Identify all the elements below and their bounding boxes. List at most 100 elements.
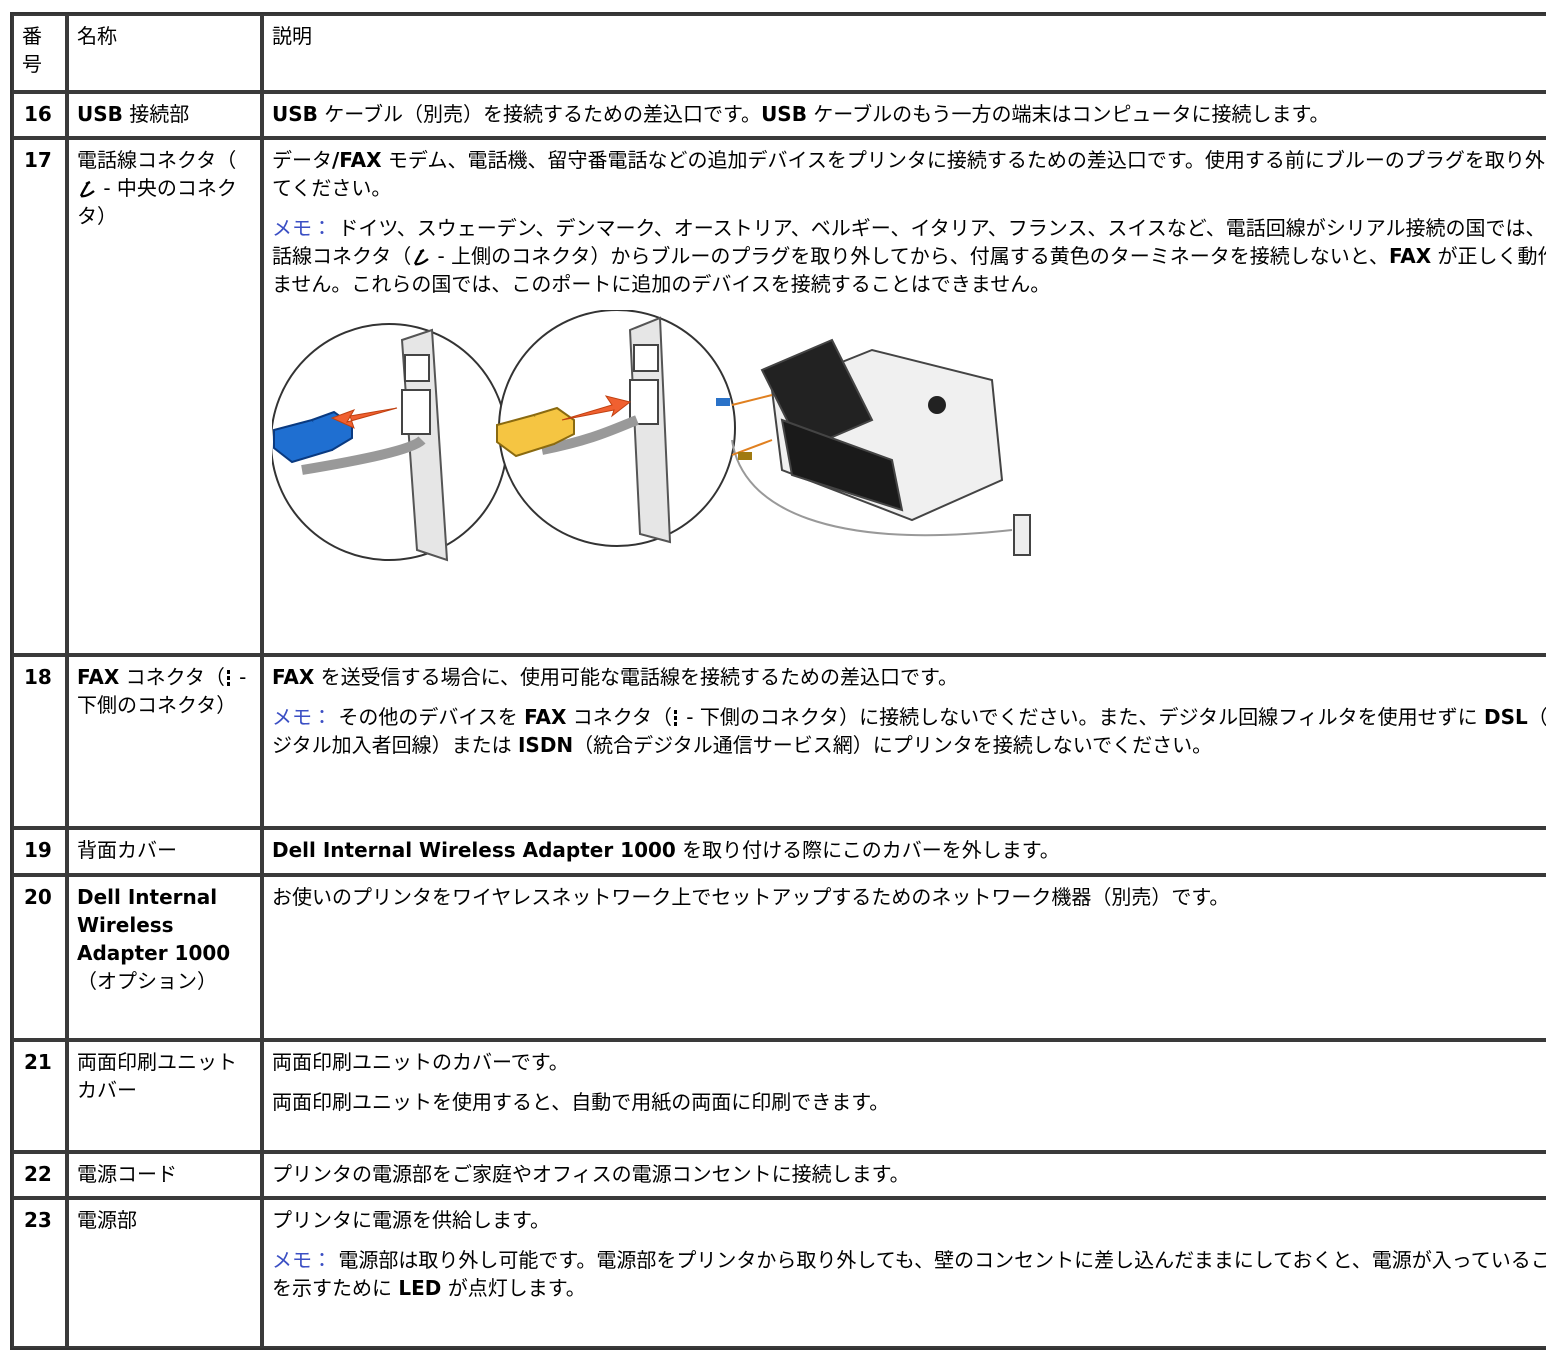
number: 20 [12,875,67,1040]
text: 背面カバー [77,838,177,862]
number: 19 [12,828,67,875]
name-cell: 電源コード [67,1152,262,1198]
text: 両面印刷ユニットを使用すると、自動で用紙の両面に印刷できます。 [272,1090,890,1114]
bold-text: DSL [1484,705,1528,729]
bold-text: USB [761,102,807,126]
bold-text: /FAX [332,148,382,172]
text: モデム、電話機、留守番電話などの追加デバイスをプリンタに接続するための差込口です… [272,148,1546,200]
text: （統合デジタル通信サービス網）にプリンタを接続しないでください。 [573,733,1213,757]
phone-icon [414,248,429,266]
text: プリンタの電源部をご家庭やオフィスの電源コンセントに接続します。 [272,1162,910,1186]
note-label: メモ： [272,216,332,240]
bold-text: LED [398,1276,442,1300]
row: 17 電話線コネクタ（ - 中央のコネクタ） データ/FAX モデム、電話機、留… [12,138,1546,655]
text: - 中央のコネクタ） [77,176,237,228]
header-cell: 説明 [262,14,1546,92]
name-cell: 背面カバー [67,828,262,875]
paragraph: USB ケーブル（別売）を接続するための差込口です。USB ケーブルのもう一方の… [272,100,1546,128]
text: 電源部は取り外し可能です。電源部をプリンタから取り外しても、壁のコンセントに差し… [272,1248,1546,1300]
connection-illustration [270,309,1031,562]
description-cell: FAX を送受信する場合に、使用可能な電話線を接続するための差込口です。 メモ：… [262,655,1546,828]
text: 接続部 [122,102,190,126]
parts-table: 番号 名称 説明 16 USB 接続部 USB ケーブル（別売）を接続するための… [10,12,1546,1350]
bold-text: FAX [524,705,567,729]
description-cell: お使いのプリンタをワイヤレスネットワーク上でセットアップするためのネットワーク機… [262,875,1546,1040]
bold-text: USB [77,102,123,126]
text: 電話線コネクタ（ [77,148,237,172]
text: - 上側のコネクタ）からブルーのプラグを取り外してから、付属する黄色のターミネー… [431,244,1389,268]
number: 17 [12,138,67,655]
row: 16 USB 接続部 USB ケーブル（別売）を接続するための差込口です。USB… [12,92,1546,138]
bold-text: Dell Internal Wireless Adapter 1000 [77,885,231,965]
paragraph: プリンタに電源を供給します。 [272,1206,1546,1234]
header-row: 番号 名称 説明 [12,14,1546,92]
note-label: メモ： [272,705,332,729]
name-cell: 電源部 [67,1198,262,1348]
text: 電源部 [77,1208,137,1232]
row: 19 背面カバー Dell Internal Wireless Adapter … [12,828,1546,875]
text: - 下側のコネクタ）に接続しないでください。また、デジタル回線フィルタを使用せず… [679,705,1485,729]
text: を取り付ける際にこのカバーを外します。 [675,838,1060,862]
bold-text: FAX [77,665,120,689]
bold-text: FAX [272,665,315,689]
paragraph: Dell Internal Wireless Adapter 1000 を取り付… [272,836,1546,864]
text: 両面印刷ユニットのカバーです。 [272,1050,569,1074]
description-cell: USB ケーブル（別売）を接続するための差込口です。USB ケーブルのもう一方の… [262,92,1546,138]
note-label: メモ： [272,1248,332,1272]
number: 23 [12,1198,67,1348]
text: ケーブル（別売）を接続するための差込口です。 [317,102,762,126]
header-cell: 番号 [12,14,67,92]
header-cell: 名称 [67,14,262,92]
row: 18 FAX コネクタ（ - 下側のコネクタ） FAX を送受信する場合に、使用… [12,655,1546,828]
name-cell: USB 接続部 [67,92,262,138]
text: ドイツ、スウェーデン、デンマーク、オーストリア、ベルギー、イタリア、フランス、ス… [272,216,1546,268]
fax-icon [673,710,677,726]
bold-text: Dell Internal Wireless Adapter 1000 [272,838,676,862]
bold-text: USB [272,102,318,126]
text: （デジタル加入者回線）または [272,705,1546,757]
phone-icon [79,180,95,198]
text: （オプション） [77,969,217,993]
bold-text: ISDN [517,733,574,757]
paragraph: メモ： ドイツ、スウェーデン、デンマーク、オーストリア、ベルギー、イタリア、フラ… [272,214,1546,298]
number: 22 [12,1152,67,1198]
number: 16 [12,92,67,138]
text: - 下側のコネクタ） [77,665,247,717]
paragraph: プリンタの電源部をご家庭やオフィスの電源コンセントに接続します。 [272,1160,1546,1188]
name-cell: 電話線コネクタ（ - 中央のコネクタ） [67,138,262,655]
text: コネクタ（ [119,665,225,689]
number: 18 [12,655,67,828]
text: 両面印刷ユニットカバー [77,1050,237,1102]
text: 電源コード [77,1162,177,1186]
row: 20 Dell Internal Wireless Adapter 1000 （オ… [12,875,1546,1040]
row: 23 電源部 プリンタに電源を供給します。 メモ： 電源部は取り外し可能です。電… [12,1198,1546,1348]
text: プリンタに電源を供給します。 [272,1208,550,1232]
paragraph: メモ： 電源部は取り外し可能です。電源部をプリンタから取り外しても、壁のコンセン… [272,1246,1546,1302]
bold-text: FAX [1388,244,1432,268]
text: ケーブルのもう一方の端末はコンピュータに接続します。 [806,102,1330,126]
paragraph: メモ： その他のデバイスを FAX コネクタ（ - 下側のコネクタ）に接続しない… [272,703,1546,759]
name-cell: Dell Internal Wireless Adapter 1000 （オプショ… [67,875,262,1040]
text: が点灯します。 [441,1276,586,1300]
paragraph: 両面印刷ユニットを使用すると、自動で用紙の両面に印刷できます。 [272,1088,1546,1116]
text: お使いのプリンタをワイヤレスネットワーク上でセットアップするためのネットワーク機… [272,885,1230,909]
text: コネクタ（ [566,705,672,729]
description-cell: Dell Internal Wireless Adapter 1000 を取り付… [262,828,1546,875]
description-cell: データ/FAX モデム、電話機、留守番電話などの追加デバイスをプリンタに接続する… [262,138,1546,655]
description-cell: プリンタの電源部をご家庭やオフィスの電源コンセントに接続します。 [262,1152,1546,1198]
paragraph: データ/FAX モデム、電話機、留守番電話などの追加デバイスをプリンタに接続する… [272,146,1546,202]
text: が正しく動作しません。これらの国では、このポートに追加のデバイスを接続することは… [272,244,1546,296]
row: 22 電源コード プリンタの電源部をご家庭やオフィスの電源コンセントに接続します… [12,1152,1546,1198]
name-cell: 両面印刷ユニットカバー [67,1040,262,1152]
row: 21 両面印刷ユニットカバー 両面印刷ユニットのカバーです。 両面印刷ユニットを… [12,1040,1546,1152]
text: その他のデバイスを [332,705,525,729]
paragraph: FAX を送受信する場合に、使用可能な電話線を接続するための差込口です。 [272,663,1546,691]
description-cell: プリンタに電源を供給します。 メモ： 電源部は取り外し可能です。電源部をプリンタ… [262,1198,1546,1348]
number: 21 [12,1040,67,1152]
name-cell: FAX コネクタ（ - 下側のコネクタ） [67,655,262,828]
fax-icon [226,670,230,686]
text: データ [272,148,332,172]
paragraph: 両面印刷ユニットのカバーです。 [272,1048,1546,1076]
description-cell: 両面印刷ユニットのカバーです。 両面印刷ユニットを使用すると、自動で用紙の両面に… [262,1040,1546,1152]
